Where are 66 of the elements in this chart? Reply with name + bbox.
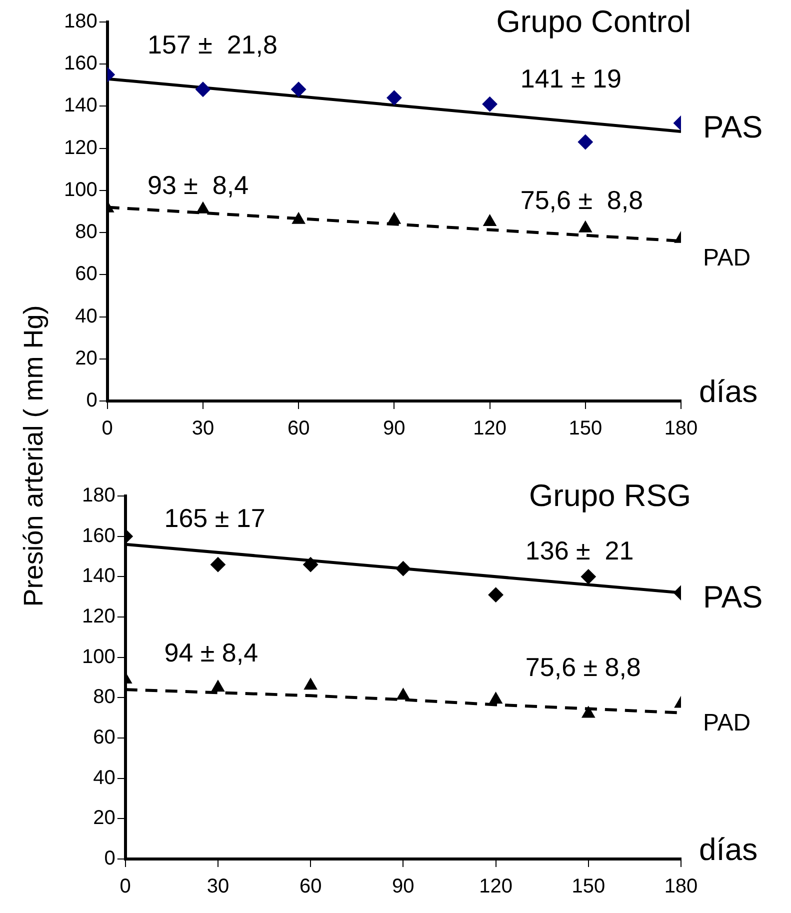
y-tick-label: 180 <box>64 10 98 33</box>
series-label: PAD <box>703 244 751 272</box>
annotation: 136 ± 21 <box>525 536 634 566</box>
point <box>291 82 306 97</box>
x-axis-title: días <box>699 374 758 410</box>
x-axis-title: días <box>699 832 758 868</box>
point <box>578 220 592 232</box>
point <box>482 96 498 112</box>
point <box>304 678 318 690</box>
chart-title: Grupo Control <box>496 4 691 40</box>
series-label: PAS <box>703 579 763 614</box>
y-tick-label: 20 <box>93 807 116 830</box>
annotation: 93 ± 8,4 <box>148 170 249 200</box>
y-tick-label: 60 <box>75 263 98 286</box>
y-axis-title: Presión arterial ( mm Hg) <box>18 305 50 607</box>
y-tick-label: 0 <box>104 848 116 870</box>
y-tick-label: 80 <box>75 221 98 244</box>
y-tick-label: 100 <box>82 646 116 668</box>
y-tick-label: 20 <box>75 347 98 370</box>
point <box>396 688 410 700</box>
y-tick-label: 40 <box>93 766 116 789</box>
chart-title: Grupo RSG <box>529 478 691 514</box>
x-tick-label: 90 <box>383 418 406 440</box>
annotation: 141 ± 19 <box>520 64 622 94</box>
y-tick-label: 160 <box>82 524 116 547</box>
x-tick-label: 90 <box>392 876 414 898</box>
y-tick-label: 140 <box>64 94 98 117</box>
y-tick-label: 140 <box>82 565 116 588</box>
point <box>396 561 411 576</box>
point <box>578 134 593 150</box>
x-tick-label: 180 <box>664 418 698 440</box>
x-tick-label: 120 <box>479 876 512 898</box>
x-tick-label: 120 <box>473 418 506 440</box>
x-tick-label: 30 <box>206 876 230 898</box>
y-tick-label: 180 <box>82 484 116 507</box>
point <box>292 212 306 224</box>
y-tick-label: 40 <box>75 305 98 328</box>
y-tick-label: 0 <box>86 390 98 412</box>
x-tick-label: 150 <box>568 418 602 440</box>
point <box>582 706 595 718</box>
x-tick-label: 60 <box>299 876 322 898</box>
annotation: 75,6 ± 8,8 <box>525 652 641 682</box>
y-tick-label: 80 <box>93 686 116 708</box>
point <box>483 214 496 226</box>
point <box>303 557 318 572</box>
annotation: 75,6 ± 8,8 <box>520 184 644 215</box>
point <box>388 212 401 224</box>
x-tick-label: 180 <box>664 876 698 898</box>
x-tick-label: 30 <box>192 418 214 440</box>
series-label: PAS <box>703 110 763 145</box>
y-tick-label: 100 <box>64 178 98 201</box>
point <box>488 587 504 602</box>
point <box>489 692 502 704</box>
annotation: 157 ± 21,8 <box>148 30 278 60</box>
point <box>386 90 402 106</box>
x-tick-label: 60 <box>287 418 310 440</box>
y-tick-label: 120 <box>82 606 116 628</box>
series-label: PAD <box>703 709 751 736</box>
y-tick-label: 120 <box>64 136 98 159</box>
point <box>580 569 596 584</box>
annotation: 94 ± 8,4 <box>164 637 258 668</box>
y-tick-label: 160 <box>64 52 98 75</box>
y-tick-label: 60 <box>93 726 116 749</box>
x-tick-label: 150 <box>572 876 606 898</box>
x-tick-label: 0 <box>120 876 131 898</box>
annotation: 165 ± 17 <box>164 503 266 534</box>
